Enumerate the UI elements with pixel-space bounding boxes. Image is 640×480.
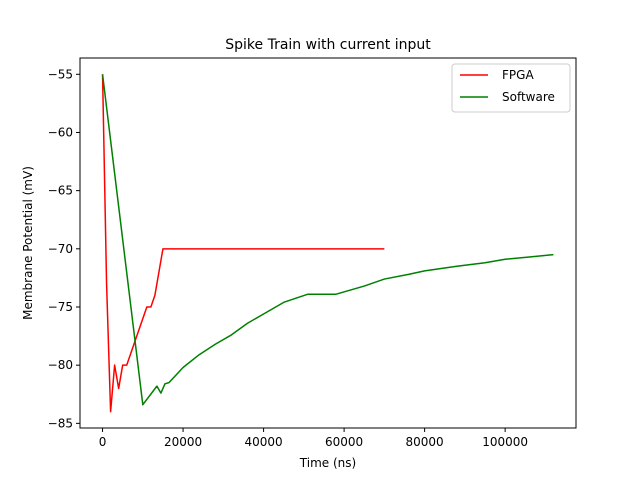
x-tick-label: 60000	[325, 435, 363, 449]
y-tick-label: −55	[48, 67, 73, 81]
plot-lines	[101, 74, 554, 413]
y-tick-label: −80	[48, 358, 73, 372]
plot-frame	[79, 57, 577, 429]
legend-box	[451, 63, 571, 113]
legend: FPGA Software	[451, 63, 571, 113]
x-tick-label: 80000	[406, 435, 444, 449]
y-axis-label: Membrane Potential (mV)	[21, 166, 35, 320]
y-tick-label: −75	[48, 300, 73, 314]
y-tick-label: −70	[48, 242, 73, 256]
x-tick-label: 100000	[482, 435, 528, 449]
legend-label-software: Software	[502, 90, 555, 104]
y-tick-label: −65	[48, 184, 73, 198]
y-tick-label: −60	[48, 125, 73, 139]
x-axis: 0 20000 40000 60000 80000 100000	[99, 428, 528, 449]
legend-label-fpga: FPGA	[502, 68, 534, 82]
x-tick-label: 20000	[164, 435, 202, 449]
chart-title: Spike Train with current input	[225, 37, 431, 53]
x-axis-label: Time (ns)	[299, 456, 356, 470]
y-axis: −55 −60 −65 −70 −75 −80 −85	[48, 67, 80, 430]
series-line-software	[101, 74, 554, 406]
y-tick-label: −85	[48, 416, 73, 430]
x-tick-label: 0	[99, 435, 107, 449]
series-line-fpga	[101, 74, 385, 413]
x-tick-label: 40000	[244, 435, 282, 449]
